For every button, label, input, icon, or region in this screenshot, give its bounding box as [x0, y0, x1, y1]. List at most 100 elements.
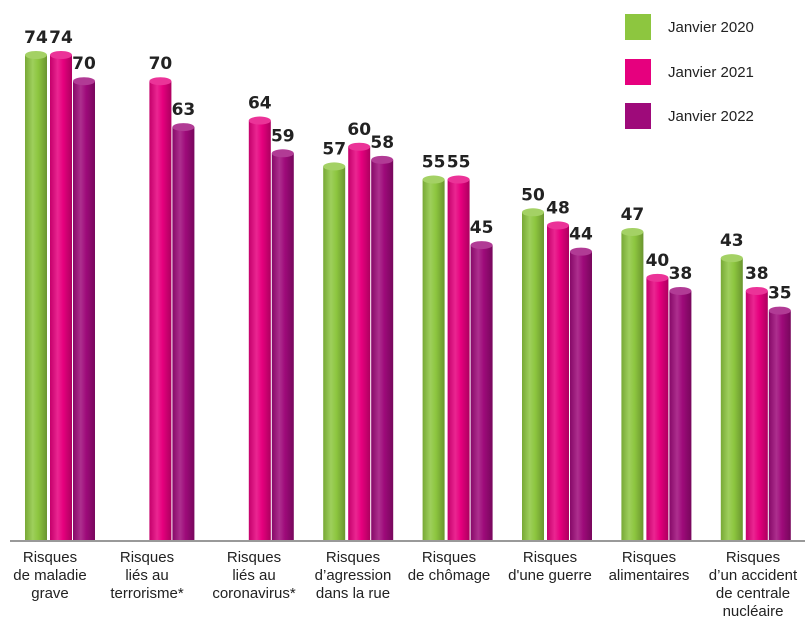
data-label: 74	[24, 28, 48, 48]
bar-0-0	[25, 51, 47, 540]
bar-0-2	[73, 77, 95, 540]
data-label: 50	[521, 185, 545, 205]
bar-cap	[423, 176, 445, 184]
bar-4-1	[448, 176, 470, 540]
bar-5-1	[547, 221, 569, 540]
data-label: 55	[422, 153, 446, 173]
bar-cap	[348, 143, 370, 151]
category-label: Risques d’agression dans la rue	[315, 549, 392, 602]
bar-3-0	[323, 162, 345, 540]
bar-body	[448, 180, 470, 540]
bar-3-1	[348, 143, 370, 540]
bar-4-2	[471, 241, 493, 540]
bar-cap	[522, 208, 544, 216]
bar-body	[73, 81, 95, 540]
bar-body	[646, 278, 668, 540]
bar-body	[522, 212, 544, 540]
bar-body	[621, 232, 643, 540]
data-label: 57	[322, 139, 346, 159]
bar-3-2	[371, 156, 393, 540]
category-label: Risques de maladie grave	[13, 549, 86, 602]
bar-body	[25, 55, 47, 540]
bar-body	[50, 55, 72, 540]
legend-swatch	[625, 103, 651, 129]
data-label: 48	[546, 198, 570, 218]
bar-cap	[50, 51, 72, 59]
data-label: 40	[646, 251, 670, 271]
data-label: 35	[768, 284, 792, 304]
bar-cap	[646, 274, 668, 282]
data-label: 58	[370, 133, 394, 153]
bar-6-1	[646, 274, 668, 540]
bar-7-1	[746, 287, 768, 540]
legend-swatch	[625, 59, 651, 85]
bar-body	[348, 147, 370, 540]
bar-cap	[172, 123, 194, 131]
legend-label: Janvier 2020	[668, 19, 754, 36]
bar-4-0	[423, 176, 445, 540]
bar-0-1	[50, 51, 72, 540]
data-label: 55	[447, 153, 471, 173]
bar-5-2	[570, 248, 592, 540]
bar-cap	[448, 176, 470, 184]
bar-cap	[570, 248, 592, 256]
legend: Janvier 2020 Janvier 2021 Janvier 2022	[625, 14, 754, 129]
category-label: Risques liés au coronavirus*	[212, 549, 296, 602]
bar-2-1	[249, 117, 271, 540]
bar-body	[172, 127, 194, 540]
bar-1-2	[172, 123, 194, 540]
bar-cap	[323, 162, 345, 170]
data-label: 38	[745, 264, 769, 284]
bar-cap	[249, 117, 271, 125]
bar-cap	[25, 51, 47, 59]
data-label: 70	[72, 54, 96, 74]
data-label: 59	[271, 126, 295, 146]
bar-body	[272, 153, 294, 540]
data-label: 64	[248, 94, 272, 114]
bar-6-0	[621, 228, 643, 540]
bar-cap	[371, 156, 393, 164]
bar-cap	[669, 287, 691, 295]
legend-label: Janvier 2022	[668, 108, 754, 125]
data-label: 45	[470, 218, 494, 238]
data-label: 47	[621, 205, 645, 225]
bar-cap	[149, 77, 171, 85]
bar-body	[323, 166, 345, 540]
bar-body	[371, 160, 393, 540]
data-label: 43	[720, 231, 744, 251]
category-label: Risques d’un accident de centrale nucléaire	[709, 549, 798, 620]
bar-cap	[73, 77, 95, 85]
bar-cap	[769, 307, 791, 315]
legend-label: Janvier 2021	[668, 64, 754, 81]
data-label: 74	[49, 28, 73, 48]
category-label: Risques d'une guerre	[508, 549, 592, 584]
bar-2-2	[272, 149, 294, 540]
bar-body	[149, 81, 171, 540]
legend-item: Janvier 2021	[625, 59, 754, 85]
bar-cap	[547, 221, 569, 229]
bar-body	[471, 245, 493, 540]
data-label: 44	[569, 225, 593, 245]
bar-cap	[471, 241, 493, 249]
data-label: 63	[172, 100, 196, 120]
bar-1-1	[149, 77, 171, 540]
bar-body	[746, 291, 768, 540]
category-label: Risques de chômage	[408, 549, 491, 584]
category-label: Risques liés au terrorisme*	[110, 549, 184, 602]
legend-swatch	[625, 14, 651, 40]
bar-body	[249, 121, 271, 540]
bar-body	[721, 258, 743, 540]
bar-6-2	[669, 287, 691, 540]
bar-body	[423, 180, 445, 540]
bar-cap	[746, 287, 768, 295]
bar-7-2	[769, 307, 791, 540]
legend-item: Janvier 2022	[625, 103, 754, 129]
data-label: 60	[347, 120, 371, 140]
category-label: Risques alimentaires	[609, 549, 690, 584]
bar-body	[669, 291, 691, 540]
bar-cap	[621, 228, 643, 236]
bar-5-0	[522, 208, 544, 540]
legend-item: Janvier 2020	[625, 14, 754, 40]
data-label: 70	[149, 54, 173, 74]
